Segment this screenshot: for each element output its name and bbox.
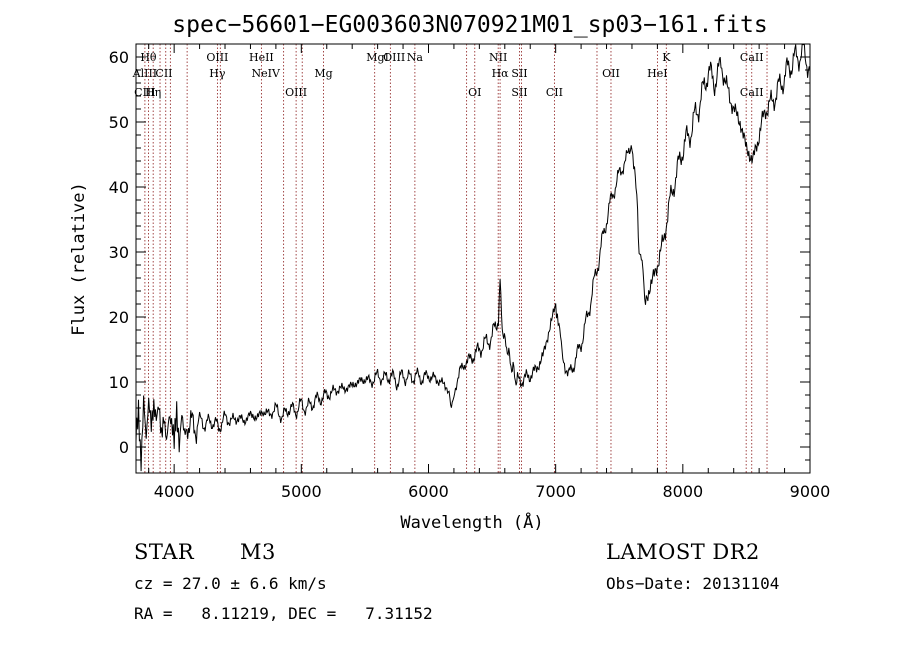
spectrum-line (135, 44, 811, 472)
y-axis: 0 10 20 30 40 50 60 (109, 43, 810, 461)
y-tick-label: 0 (119, 438, 129, 457)
object-subclass: M3 (240, 540, 276, 564)
line-label: SII (511, 86, 527, 99)
line-label: OIII (285, 86, 307, 99)
x-axis: 4000 5000 6000 7000 8000 9000 (148, 44, 831, 501)
line-label: OIII (206, 51, 228, 64)
line-label: HeI (647, 67, 667, 80)
line-label: HeII (249, 51, 274, 64)
y-tick-label: 60 (109, 48, 129, 67)
y-tick-label: 20 (109, 308, 129, 327)
x-tick-label: 6000 (408, 482, 449, 501)
line-label: OII (602, 67, 620, 80)
line-label: Hη (145, 86, 161, 99)
line-label: Hθ (140, 51, 157, 64)
x-tick-label: 9000 (790, 482, 831, 501)
line-label: Mg (314, 67, 332, 80)
line-label: MgI (366, 51, 389, 64)
emission-line-markers (144, 44, 768, 473)
x-tick-label: 8000 (662, 482, 703, 501)
chart-title: spec−56601−EG003603N070921M01_sp03−161.f… (172, 12, 767, 38)
redshift-velocity: cz = 27.0 ± 6.6 km/s (134, 574, 327, 593)
line-label: CaII (740, 86, 764, 99)
line-label: OI (468, 86, 481, 99)
emission-line-labels: HθAlIIICIIIHηCIIOIIIHγHeIINeIVOIIIMgMgIO… (132, 51, 764, 99)
y-axis-label: Flux (relative) (69, 182, 89, 336)
observation-date: Obs−Date: 20131104 (606, 574, 780, 593)
plot-area: HθAlIIICIIIHηCIIOIIIHγHeIINeIVOIIIMgMgIO… (132, 43, 811, 474)
line-label: Hα (492, 67, 510, 80)
survey-name: LAMOST DR2 (606, 540, 760, 564)
y-tick-label: 50 (109, 113, 129, 132)
sky-coordinates: RA = 8.11219, DEC = 7.31152 (134, 604, 433, 623)
line-label: AlIII (132, 67, 158, 80)
line-label: Na (407, 51, 424, 64)
line-label: CaII (740, 51, 764, 64)
x-axis-label: Wavelength (Å) (400, 511, 543, 533)
line-label: NeIV (251, 67, 280, 80)
line-label: OIII (383, 51, 405, 64)
x-tick-label: 5000 (281, 482, 322, 501)
plot-frame (135, 43, 811, 474)
line-label: CII (546, 86, 563, 99)
line-label: CII (155, 67, 172, 80)
object-class: STAR (134, 540, 195, 564)
line-label: NII (489, 51, 507, 64)
y-tick-label: 30 (109, 243, 129, 262)
line-label: K (662, 51, 671, 64)
y-tick-label: 40 (109, 178, 129, 197)
x-tick-label: 7000 (535, 482, 576, 501)
line-label: SII (511, 67, 527, 80)
line-label: Hγ (209, 67, 226, 80)
x-tick-label: 4000 (154, 482, 195, 501)
y-tick-label: 10 (109, 373, 129, 392)
